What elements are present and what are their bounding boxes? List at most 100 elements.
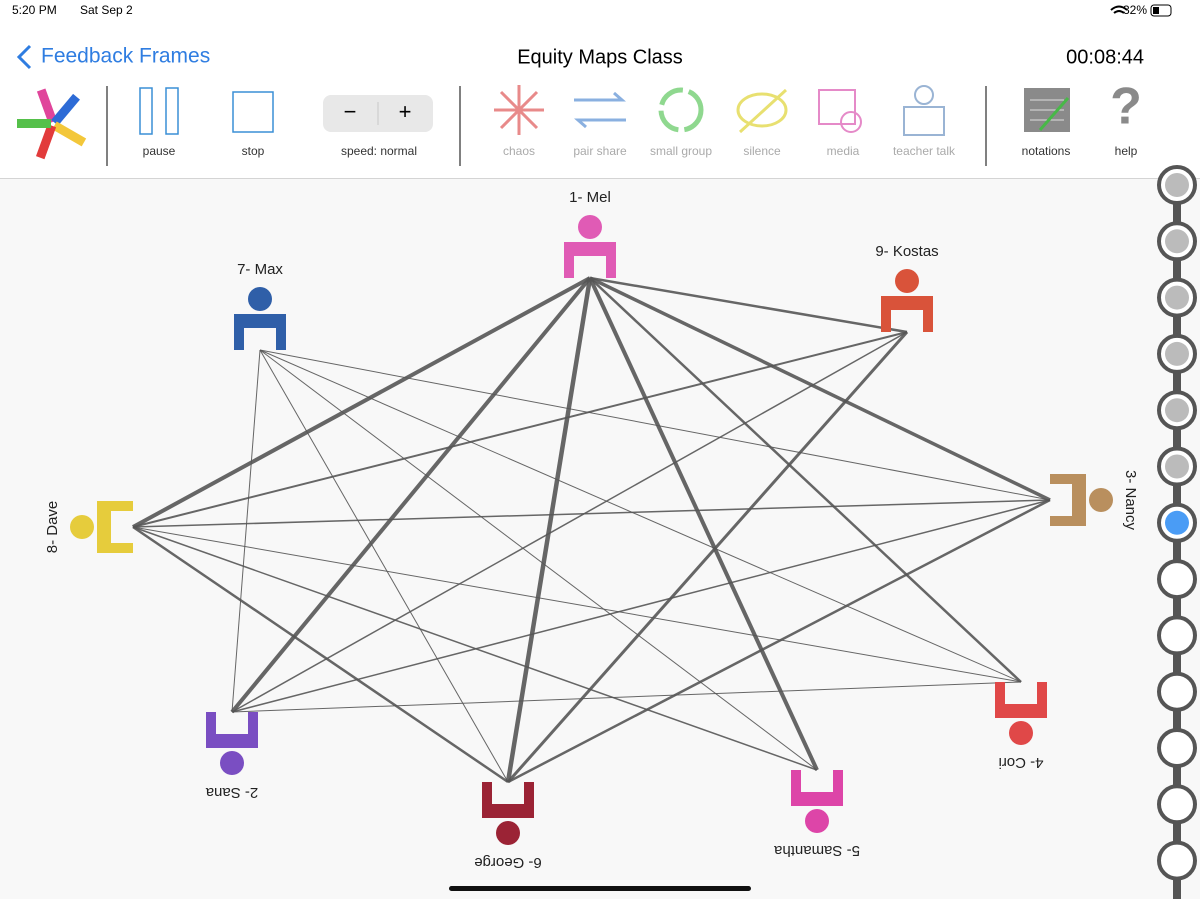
back-button[interactable]: Feedback Frames — [41, 45, 210, 68]
participant[interactable]: 3- Nancy — [1050, 470, 1139, 531]
participant-body — [234, 314, 286, 350]
activity-label: small group — [650, 144, 712, 158]
interaction-line — [506, 331, 909, 783]
speed-label: speed: normal — [341, 144, 417, 158]
timeline-dot-fill — [1165, 398, 1189, 423]
activity-button[interactable]: media — [818, 89, 862, 158]
participant-head — [895, 269, 919, 293]
participant[interactable]: 2- Sana — [205, 712, 258, 801]
participant-body — [482, 782, 534, 818]
interaction-line — [259, 349, 1051, 501]
header-bg — [0, 0, 1200, 178]
activity-button[interactable]: pair share — [573, 91, 627, 158]
interaction-line — [259, 349, 509, 783]
participant-body — [1050, 474, 1086, 526]
interaction-line — [231, 349, 261, 713]
activity-button[interactable]: teacher talk — [893, 85, 956, 158]
timeline-dot-current — [1165, 510, 1189, 535]
participant-body — [995, 682, 1047, 718]
participant-head — [70, 515, 94, 539]
participant-head — [805, 809, 829, 833]
participant-label: 8- Dave — [44, 501, 61, 554]
activity-icon — [736, 92, 788, 128]
help-label: help — [1115, 144, 1138, 158]
activity-icon — [738, 88, 788, 134]
interaction-line — [259, 349, 1022, 683]
participant[interactable]: 1- Mel — [564, 189, 616, 278]
activity-label: chaos — [503, 144, 535, 158]
timeline-dot[interactable] — [1157, 840, 1197, 881]
timeline-dot[interactable] — [1157, 671, 1197, 712]
timeline-dot[interactable] — [1157, 559, 1197, 600]
pause-button[interactable]: pause — [139, 87, 179, 158]
participant-label: 2- Sana — [205, 784, 258, 801]
timeline-dot[interactable] — [1157, 728, 1197, 768]
interaction-line — [589, 276, 908, 334]
participant-head — [248, 287, 272, 311]
activity-icon — [818, 89, 856, 125]
interaction-line — [589, 276, 1051, 502]
participant-label: 4- Cori — [998, 754, 1043, 771]
timer: 00:08:44 — [1066, 46, 1144, 68]
timeline-dot-fill — [1165, 454, 1189, 479]
stop-label: stop — [242, 144, 265, 158]
participant-label: 1- Mel — [569, 189, 611, 206]
timeline-dot-fill — [1165, 341, 1189, 366]
timeline-dot[interactable] — [1157, 784, 1197, 825]
activity-icon — [903, 106, 945, 136]
participant-label: 7- Max — [237, 261, 283, 278]
participant-head — [496, 821, 520, 845]
battery-text: 32% — [1123, 3, 1147, 17]
interaction-line — [132, 525, 509, 784]
participant-body — [206, 712, 258, 748]
battery-icon — [1150, 4, 1172, 17]
activity-label: media — [827, 144, 860, 158]
activity-label: teacher talk — [893, 144, 956, 158]
activity-button[interactable]: chaos — [494, 85, 544, 158]
participant[interactable]: 5- Samantha — [773, 770, 860, 859]
activity-button[interactable]: small group — [650, 87, 712, 158]
interaction-line — [230, 276, 592, 714]
participant-body — [881, 296, 933, 332]
timeline-dot-fill — [1165, 229, 1189, 254]
stop-button[interactable]: stop — [232, 91, 274, 158]
participant-head — [578, 215, 602, 239]
pause-label: pause — [143, 144, 176, 158]
participant[interactable]: 4- Cori — [995, 682, 1047, 771]
interaction-line — [588, 277, 819, 771]
participant-head — [1089, 488, 1113, 512]
activity-label: silence — [743, 144, 781, 158]
activity-icon — [494, 85, 544, 135]
activity-icon — [914, 85, 934, 105]
timeline-dot[interactable] — [1157, 615, 1197, 656]
activity-icon — [658, 87, 704, 133]
speed-plus[interactable]: + — [399, 99, 412, 124]
help-button[interactable]: ? help — [1110, 78, 1142, 158]
home-indicator — [449, 886, 751, 891]
participant-label: 3- Nancy — [1122, 470, 1139, 531]
interaction-line — [589, 277, 1022, 683]
interaction-line — [132, 526, 1022, 683]
notations-button[interactable]: notations — [1022, 88, 1071, 158]
interaction-line — [231, 499, 1051, 713]
status-time: 5:20 PM — [12, 3, 57, 17]
participant[interactable]: 9- Kostas — [875, 243, 939, 332]
notations-label: notations — [1022, 144, 1071, 158]
interaction-line — [132, 276, 591, 529]
activity-button[interactable]: silence — [736, 88, 788, 158]
participant[interactable]: 7- Max — [234, 261, 286, 350]
interaction-line — [231, 331, 908, 713]
participant-head — [1009, 721, 1033, 745]
help-icon: ? — [1110, 78, 1142, 136]
participant[interactable]: 6- George — [474, 782, 542, 871]
wifi-icon — [1110, 5, 1128, 14]
participant[interactable]: 8- Dave — [44, 501, 133, 554]
timeline-dot-fill — [1165, 285, 1189, 310]
back-chevron[interactable] — [16, 44, 32, 70]
interaction-line — [259, 349, 818, 771]
activity-icon — [574, 91, 626, 129]
app-logo — [17, 88, 87, 160]
participant-body — [791, 770, 843, 806]
speed-minus[interactable]: − — [344, 99, 357, 124]
